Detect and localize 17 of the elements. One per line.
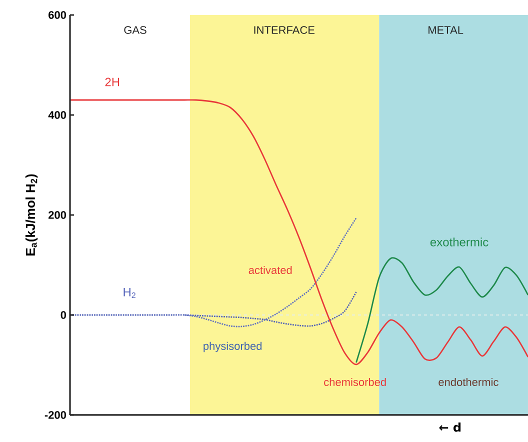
annotation: activated: [248, 266, 292, 274]
text: exothermic: [430, 238, 488, 246]
y-tick-label: 200: [48, 211, 66, 219]
y-axis-title: E$_{a}$(kJ/mol H$_{2}$): [25, 174, 38, 256]
annotation: endothermic: [438, 378, 498, 386]
x-axis-title: ← d: [439, 422, 461, 432]
annotation: INTERFACE: [254, 26, 314, 34]
annotation: physisorbed: [204, 342, 262, 352]
y-tick-label: 600: [48, 11, 66, 19]
y-tick-label: 0: [60, 311, 66, 319]
annotation: GAS: [124, 26, 146, 34]
y-tick-label: 400: [48, 111, 66, 119]
series-label: H$_{2}$: [124, 288, 136, 298]
annotation: METAL: [428, 26, 464, 34]
annotation: chemisorbed: [324, 378, 386, 386]
y-tick-label: -200: [44, 411, 66, 419]
series-label: 2H: [105, 78, 120, 86]
